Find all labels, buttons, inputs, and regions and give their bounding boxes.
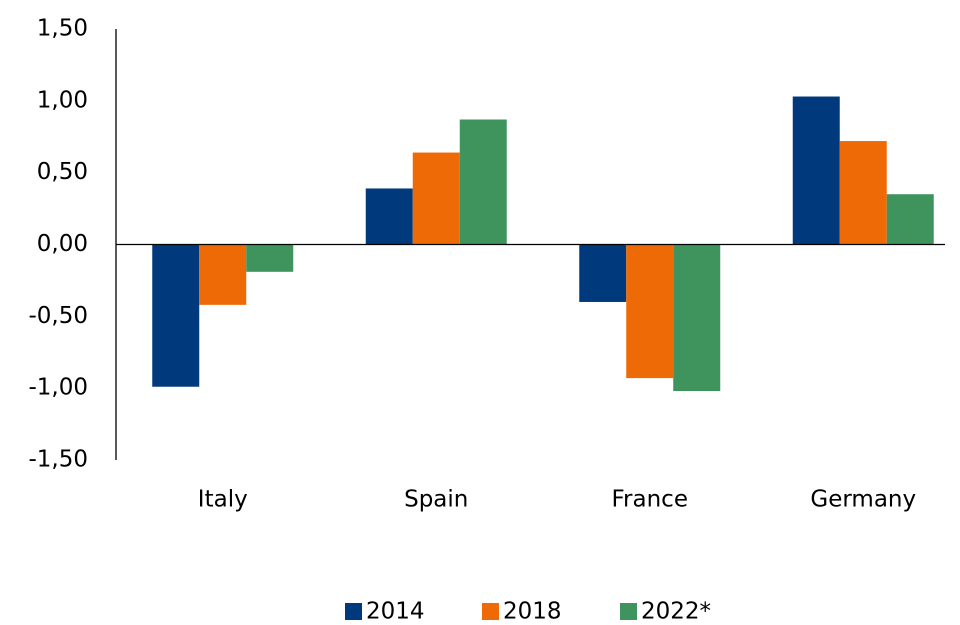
bar	[792, 96, 840, 245]
y-tick-label: -1,00	[28, 375, 88, 401]
x-tick-label: Germany	[810, 487, 916, 513]
bar	[246, 244, 294, 272]
bar	[412, 152, 460, 245]
legend-swatch	[620, 603, 637, 620]
legend-swatch	[482, 603, 499, 620]
y-tick-label: 1,50	[37, 16, 88, 42]
bar	[673, 244, 721, 392]
x-tick-label: France	[612, 487, 688, 513]
y-tick-label: -1,50	[28, 447, 88, 473]
bar	[459, 119, 507, 245]
y-tick-label: 0,00	[37, 231, 88, 257]
legend-label: 2018	[503, 599, 562, 625]
bar	[199, 244, 247, 305]
x-tick-label: Italy	[198, 487, 248, 513]
y-tick-label: -0,50	[28, 303, 88, 329]
x-tick-label: Spain	[404, 487, 468, 513]
legend-label: 2022*	[641, 599, 711, 625]
y-tick-label: 1,00	[37, 87, 88, 113]
legend-label: 2014	[366, 599, 425, 625]
y-tick-label: 0,50	[37, 159, 88, 185]
bar	[365, 188, 413, 245]
bar	[626, 244, 674, 379]
bar	[152, 244, 200, 387]
bar	[886, 194, 934, 245]
bar	[579, 244, 627, 302]
legend-swatch	[345, 603, 362, 620]
bar	[839, 141, 887, 245]
